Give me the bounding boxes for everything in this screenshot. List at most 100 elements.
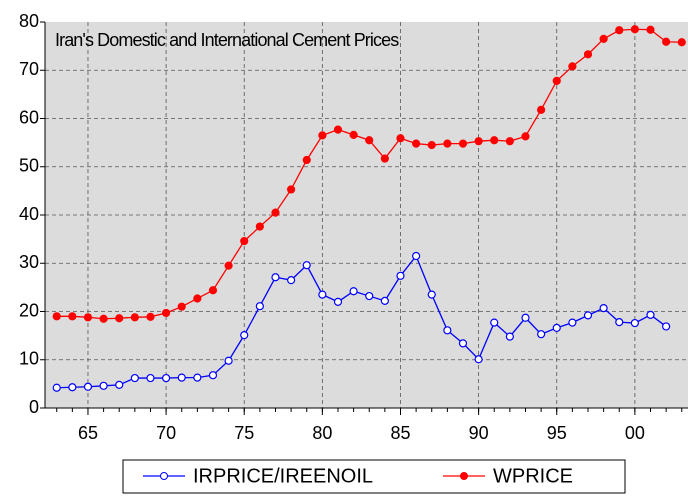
point bbox=[615, 26, 624, 35]
point bbox=[552, 76, 561, 85]
point bbox=[568, 318, 577, 327]
point bbox=[99, 381, 108, 390]
point bbox=[599, 34, 608, 43]
point bbox=[443, 326, 452, 335]
point bbox=[646, 310, 655, 319]
point bbox=[130, 313, 139, 322]
point bbox=[130, 373, 139, 383]
point bbox=[458, 339, 468, 348]
legend-marker bbox=[460, 472, 468, 480]
point bbox=[349, 287, 358, 296]
point bbox=[365, 291, 374, 301]
legend-box bbox=[122, 459, 626, 494]
y-tick-label: 40 bbox=[19, 204, 39, 224]
y-tick-label: 60 bbox=[19, 107, 39, 127]
point bbox=[474, 355, 483, 364]
legend-label: WPRICE bbox=[493, 465, 573, 487]
x-tick-label: 90 bbox=[469, 423, 489, 443]
point bbox=[271, 273, 280, 282]
y-tick-label: 50 bbox=[19, 156, 39, 176]
x-tick-label: 85 bbox=[390, 423, 410, 443]
legend-label: IRPRICE/IREENOIL bbox=[193, 465, 373, 487]
point bbox=[68, 383, 77, 392]
x-tick-label: 70 bbox=[156, 423, 176, 443]
point bbox=[412, 251, 421, 261]
point bbox=[662, 322, 671, 331]
point bbox=[521, 313, 530, 322]
x-tick-label: 80 bbox=[312, 423, 332, 443]
point bbox=[412, 139, 421, 148]
point bbox=[380, 296, 389, 305]
point bbox=[177, 302, 186, 311]
point bbox=[224, 356, 233, 365]
point bbox=[255, 302, 264, 311]
point bbox=[255, 222, 264, 231]
x-tick-label: 00 bbox=[625, 423, 645, 443]
point bbox=[208, 371, 218, 380]
legend-marker bbox=[160, 472, 168, 480]
chart-title: Iran's Domestic and International Cement… bbox=[55, 30, 399, 50]
point bbox=[646, 25, 655, 34]
point bbox=[52, 383, 61, 392]
point bbox=[630, 25, 639, 34]
point bbox=[630, 318, 639, 328]
point bbox=[161, 373, 171, 383]
point bbox=[240, 236, 249, 246]
point bbox=[193, 294, 202, 303]
point bbox=[490, 318, 499, 327]
point bbox=[599, 304, 608, 313]
point bbox=[208, 286, 218, 295]
point bbox=[224, 261, 233, 270]
point bbox=[52, 312, 61, 321]
point bbox=[318, 290, 327, 299]
point bbox=[83, 313, 93, 322]
point bbox=[427, 290, 436, 299]
point bbox=[333, 125, 343, 134]
point bbox=[490, 136, 499, 145]
point bbox=[396, 134, 405, 143]
point bbox=[568, 62, 577, 71]
point bbox=[146, 373, 155, 383]
point bbox=[427, 140, 436, 150]
point bbox=[380, 154, 389, 163]
point bbox=[505, 332, 514, 341]
y-tick-label: 10 bbox=[19, 349, 39, 369]
y-tick-label: 80 bbox=[19, 11, 39, 31]
point bbox=[240, 331, 249, 340]
point bbox=[99, 314, 108, 323]
point bbox=[537, 105, 546, 114]
point bbox=[505, 137, 514, 146]
y-tick-label: 30 bbox=[19, 252, 39, 272]
y-tick-label: 70 bbox=[19, 59, 39, 79]
series-line bbox=[56, 254, 667, 389]
point bbox=[193, 373, 202, 382]
point bbox=[302, 261, 311, 270]
point bbox=[68, 312, 77, 321]
point bbox=[365, 136, 374, 145]
point bbox=[115, 380, 124, 389]
point bbox=[615, 318, 624, 327]
point bbox=[115, 314, 124, 323]
point bbox=[583, 311, 593, 320]
point bbox=[349, 130, 358, 140]
point bbox=[458, 139, 468, 148]
point bbox=[302, 155, 311, 165]
point bbox=[161, 308, 171, 318]
point bbox=[333, 297, 343, 306]
point bbox=[677, 38, 686, 47]
point bbox=[146, 312, 155, 321]
x-tick-label: 65 bbox=[78, 423, 98, 443]
x-tick-label: 75 bbox=[234, 423, 254, 443]
y-tick-label: 20 bbox=[19, 300, 39, 320]
point bbox=[662, 37, 671, 46]
point bbox=[318, 131, 327, 140]
point bbox=[396, 271, 405, 280]
point bbox=[474, 137, 483, 146]
point bbox=[287, 185, 296, 194]
point bbox=[537, 330, 546, 339]
point bbox=[552, 323, 561, 333]
point bbox=[521, 132, 530, 141]
point bbox=[271, 208, 280, 217]
point bbox=[83, 382, 93, 391]
